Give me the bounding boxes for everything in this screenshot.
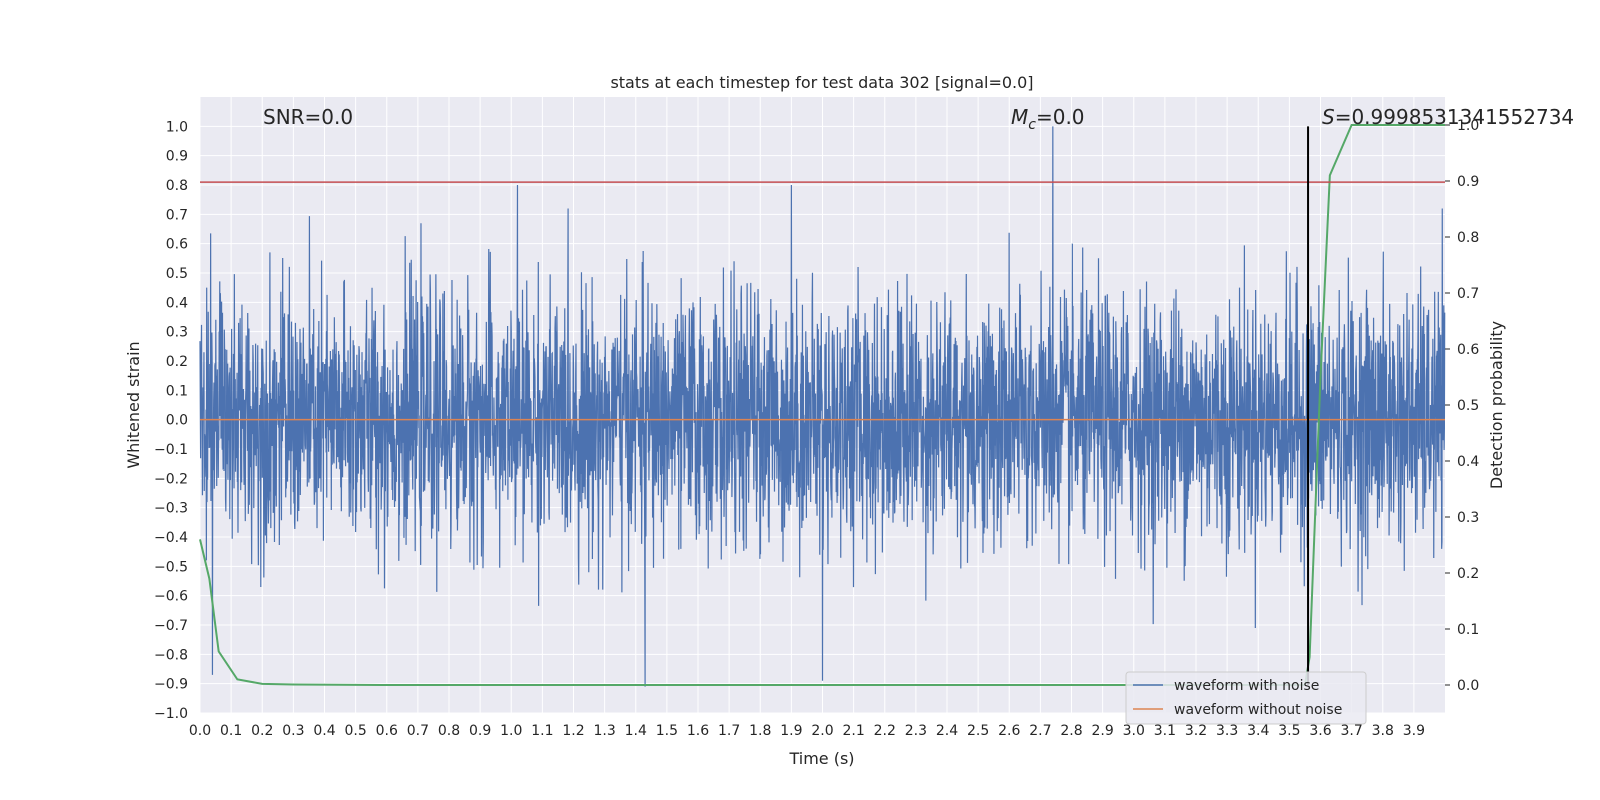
x-tick-label: 0.9: [469, 723, 491, 739]
mc-symbol: M: [1011, 105, 1028, 129]
x-tick-label: 1.3: [593, 723, 615, 739]
y-tick-label: 0.1: [166, 383, 188, 399]
y-tick-label: −0.7: [154, 618, 188, 634]
y-tick-label: −0.3: [154, 501, 188, 517]
y-tick-label: −0.8: [154, 647, 188, 663]
legend-label-clean: waveform without noise: [1174, 702, 1342, 718]
y-tick-label: −1.0: [154, 706, 188, 722]
x-tick-label: 3.1: [1154, 723, 1176, 739]
x-tick-label: 0.8: [438, 723, 460, 739]
x-tick-label: 0.7: [407, 723, 429, 739]
x-tick-label: 2.3: [905, 723, 927, 739]
x-tick-label: 3.9: [1403, 723, 1425, 739]
y2-tick-label: 0.1: [1457, 622, 1479, 638]
y2-tick-label: 0.8: [1457, 230, 1479, 246]
mc-subscript: c: [1028, 117, 1036, 133]
x-tick-label: 1.9: [780, 723, 802, 739]
mc-annotation: Mc=0.0: [1011, 105, 1085, 133]
s-symbol: S: [1322, 105, 1335, 129]
y2-tick-label: 0.5: [1457, 398, 1479, 414]
y-tick-label: 0.7: [166, 207, 188, 223]
y2-tick-label: 0.0: [1457, 678, 1479, 694]
x-tick-label: 1.6: [687, 723, 709, 739]
y-tick-label: 0.2: [166, 354, 188, 370]
legend-label-noise: waveform with noise: [1174, 678, 1319, 694]
y2-tick-label: 0.4: [1457, 454, 1479, 470]
y-tick-label: 0.8: [166, 178, 188, 194]
x-tick-label: 2.8: [1060, 723, 1082, 739]
y2-tick-label: 1.0: [1457, 118, 1479, 134]
legend: waveform with noise waveform without noi…: [1125, 671, 1367, 725]
y-tick-label: −0.9: [154, 677, 188, 693]
x-tick-label: 3.3: [1216, 723, 1238, 739]
x-tick-label: 0.0: [189, 723, 211, 739]
y-tick-label: 1.0: [166, 119, 188, 135]
x-tick-label: 2.4: [936, 723, 958, 739]
snr-annotation: SNR=0.0: [263, 105, 353, 129]
y-axis-label: Whitened strain: [124, 341, 143, 468]
x-axis-label: Time (s): [788, 749, 854, 768]
y-axis-ticks: −1.0 −0.9 −0.8 −0.7 −0.6 −0.5 −0.4 −0.3 −0.2 −0.1…: [154, 119, 188, 722]
y2-tick-label: 0.9: [1457, 174, 1479, 190]
x-tick-label: 1.7: [718, 723, 740, 739]
x-tick-label: 2.0: [811, 723, 833, 739]
x-tick-label: 2.7: [1029, 723, 1051, 739]
y-tick-label: −0.4: [154, 530, 188, 546]
x-tick-label: 1.5: [656, 723, 678, 739]
legend-box: [1125, 671, 1367, 725]
y2-axis-label: Detection probability: [1487, 321, 1506, 489]
reference-lines: [200, 126, 1445, 685]
y-tick-label: −0.6: [154, 589, 188, 605]
x-tick-label: 3.8: [1372, 723, 1394, 739]
x-tick-label: 3.5: [1278, 723, 1300, 739]
x-tick-label: 2.1: [842, 723, 864, 739]
mc-value: =0.0: [1036, 105, 1085, 129]
y-tick-label: −0.1: [154, 442, 188, 458]
y2-tick-label: 0.3: [1457, 510, 1479, 526]
y-tick-label: 0.5: [166, 266, 188, 282]
x-tick-label: 0.1: [220, 723, 242, 739]
series-detection-probability: [199, 124, 1445, 686]
x-tick-label: 1.1: [531, 723, 553, 739]
x-tick-label: 3.4: [1247, 723, 1269, 739]
y2-tick-label: 0.7: [1457, 286, 1479, 302]
y2-tick-label: 0.2: [1457, 566, 1479, 582]
x-tick-label: 1.0: [500, 723, 522, 739]
y-tick-label: 0.6: [166, 237, 188, 253]
x-tick-label: 2.2: [874, 723, 896, 739]
s-annotation: S=0.9998531341552734: [1322, 105, 1574, 129]
y-tick-label: 0.9: [166, 149, 188, 165]
x-tick-label: 0.4: [313, 723, 335, 739]
x-tick-label: 1.8: [749, 723, 771, 739]
y-tick-label: 0.4: [166, 295, 188, 311]
noise-line: [199, 126, 1446, 687]
x-tick-label: 2.9: [1091, 723, 1113, 739]
probability-line: [199, 124, 1445, 686]
x-tick-label: 3.6: [1309, 723, 1331, 739]
x-tick-label: 2.5: [967, 723, 989, 739]
y-tick-label: −0.2: [154, 471, 188, 487]
x-tick-label: 0.5: [344, 723, 366, 739]
x-tick-label: 0.3: [282, 723, 304, 739]
x-tick-label: 1.4: [625, 723, 647, 739]
y-tick-label: 0.0: [166, 413, 188, 429]
y-tick-label: −0.5: [154, 559, 188, 575]
y2-tick-label: 0.6: [1457, 342, 1479, 358]
x-tick-label: 3.7: [1340, 723, 1362, 739]
y2-axis-ticks: 0.0 0.1 0.2 0.3 0.4 0.5 0.6 0.7 0.8 0.9 1.0: [1445, 118, 1479, 694]
s-value: =0.9998531341552734: [1335, 105, 1574, 129]
x-tick-label: 1.2: [562, 723, 584, 739]
chart-title: stats at each timestep for test data 302…: [610, 73, 1033, 92]
series-waveform-with-noise: [199, 126, 1446, 687]
x-axis-ticks: 0.0 0.1 0.2 0.3 0.4 0.5 0.6 0.7 0.8 0.9 1.0 1.1 1.2 1…: [189, 723, 1425, 739]
x-tick-label: 0.2: [251, 723, 273, 739]
x-tick-label: 3.2: [1185, 723, 1207, 739]
x-tick-label: 0.6: [376, 723, 398, 739]
x-tick-label: 3.0: [1123, 723, 1145, 739]
y-tick-label: 0.3: [166, 325, 188, 341]
x-tick-label: 2.6: [998, 723, 1020, 739]
